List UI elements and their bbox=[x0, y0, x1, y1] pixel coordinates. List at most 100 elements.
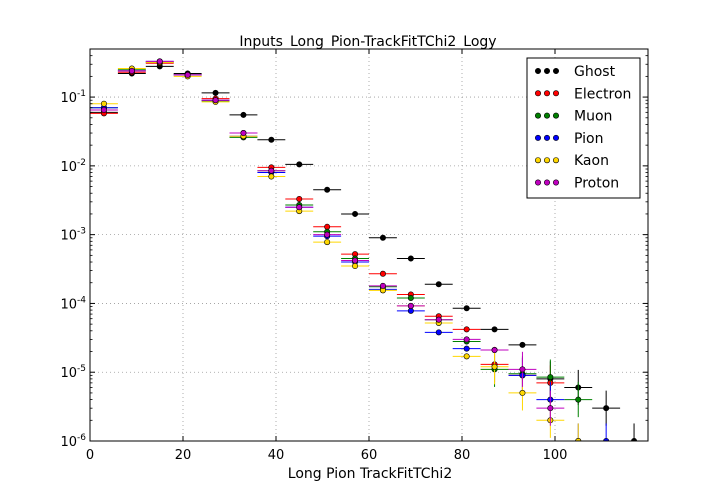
data-point bbox=[463, 336, 470, 343]
data-point bbox=[352, 263, 359, 270]
data-point bbox=[491, 363, 498, 370]
data-point bbox=[296, 204, 303, 211]
data-point bbox=[491, 347, 498, 354]
data-point bbox=[100, 100, 107, 107]
legend-marker bbox=[543, 68, 550, 75]
y-tick-base: 10 bbox=[60, 435, 77, 450]
data-point bbox=[491, 326, 498, 333]
legend-label: Proton bbox=[574, 176, 619, 192]
y-tick-label: 10-5 bbox=[60, 364, 86, 381]
data-point bbox=[407, 307, 414, 314]
y-tick-label: 10-2 bbox=[60, 158, 86, 175]
y-tick-label: 10-6 bbox=[60, 433, 86, 450]
data-point bbox=[463, 305, 470, 312]
data-point bbox=[603, 405, 610, 412]
grid bbox=[90, 49, 648, 441]
legend-marker bbox=[534, 179, 541, 186]
legend-marker bbox=[534, 90, 541, 97]
data-point bbox=[575, 396, 582, 403]
data-point bbox=[547, 405, 554, 412]
x-tick-label: 0 bbox=[86, 448, 94, 463]
legend-marker bbox=[534, 112, 541, 119]
data-point bbox=[268, 173, 275, 180]
data-point bbox=[156, 58, 163, 65]
data-point bbox=[128, 67, 135, 74]
data-point bbox=[296, 161, 303, 168]
legend-item-ghost: Ghost bbox=[534, 64, 616, 80]
y-tick-exponent: -6 bbox=[77, 433, 86, 443]
data-point bbox=[352, 210, 359, 217]
data-point bbox=[100, 106, 107, 113]
data-point bbox=[435, 316, 442, 323]
y-tick-exponent: -3 bbox=[77, 227, 86, 237]
legend-marker bbox=[552, 90, 559, 97]
legend-marker bbox=[543, 90, 550, 97]
data-point bbox=[435, 329, 442, 336]
data-point bbox=[463, 326, 470, 333]
y-tick-base: 10 bbox=[60, 91, 77, 106]
data-point bbox=[296, 195, 303, 202]
y-tick-base: 10 bbox=[60, 297, 77, 312]
data-point bbox=[519, 341, 526, 348]
data-point bbox=[407, 302, 414, 309]
legend-marker bbox=[552, 157, 559, 164]
legend-marker bbox=[552, 179, 559, 186]
x-tick-label: 80 bbox=[454, 448, 471, 463]
y-tick-base: 10 bbox=[60, 366, 77, 381]
y-tick-exponent: -1 bbox=[77, 89, 86, 99]
data-point bbox=[212, 89, 219, 96]
legend-marker bbox=[534, 157, 541, 164]
legend-marker bbox=[543, 179, 550, 186]
y-tick-base: 10 bbox=[60, 160, 77, 175]
legend-marker bbox=[534, 134, 541, 141]
y-tick-exponent: -2 bbox=[77, 158, 86, 168]
legend-marker bbox=[552, 112, 559, 119]
y-tick-label: 10-4 bbox=[60, 295, 86, 312]
y-tick-exponent: -4 bbox=[77, 295, 86, 305]
legend-item-muon: Muon bbox=[534, 109, 612, 125]
data-point bbox=[324, 239, 331, 246]
data-point bbox=[212, 97, 219, 104]
legend-item-kaon: Kaon bbox=[534, 153, 609, 169]
y-tick-label: 10-3 bbox=[60, 227, 86, 244]
legend-label: Kaon bbox=[574, 153, 609, 169]
y-tick-exponent: -5 bbox=[77, 364, 86, 374]
x-tick-label: 100 bbox=[543, 448, 568, 463]
data-point bbox=[519, 366, 526, 373]
data-point bbox=[407, 294, 414, 301]
y-tick-label: 10-1 bbox=[60, 89, 86, 106]
legend-marker bbox=[543, 112, 550, 119]
series-proton bbox=[90, 58, 565, 426]
data-point bbox=[324, 186, 331, 193]
data-point bbox=[268, 136, 275, 143]
y-axis: 10-610-510-410-310-210-1 bbox=[60, 55, 648, 450]
legend-marker bbox=[552, 134, 559, 141]
data-point bbox=[519, 389, 526, 396]
data-point bbox=[324, 223, 331, 230]
x-tick-label: 20 bbox=[175, 448, 192, 463]
y-tick-base: 10 bbox=[60, 229, 77, 244]
legend-box bbox=[526, 57, 641, 199]
legend-label: Electron bbox=[574, 86, 631, 102]
data-point bbox=[463, 345, 470, 352]
data-point bbox=[435, 281, 442, 288]
legend-label: Pion bbox=[574, 131, 603, 147]
data-point bbox=[240, 130, 247, 137]
legend-item-pion: Pion bbox=[534, 131, 603, 147]
x-tick-label: 40 bbox=[268, 448, 285, 463]
data-point bbox=[324, 231, 331, 238]
data-point bbox=[547, 374, 554, 381]
data-point bbox=[240, 111, 247, 118]
x-tick-label: 60 bbox=[361, 448, 378, 463]
data-point bbox=[268, 167, 275, 174]
x-axis: 0 20 40 60 80 100 bbox=[86, 49, 568, 463]
legend-marker bbox=[534, 68, 541, 75]
data-layer bbox=[90, 58, 648, 441]
data-point bbox=[379, 234, 386, 241]
legend-marker bbox=[552, 68, 559, 75]
data-point bbox=[379, 282, 386, 289]
data-point bbox=[379, 270, 386, 277]
legend-label: Ghost bbox=[574, 64, 616, 80]
data-point bbox=[184, 71, 191, 78]
